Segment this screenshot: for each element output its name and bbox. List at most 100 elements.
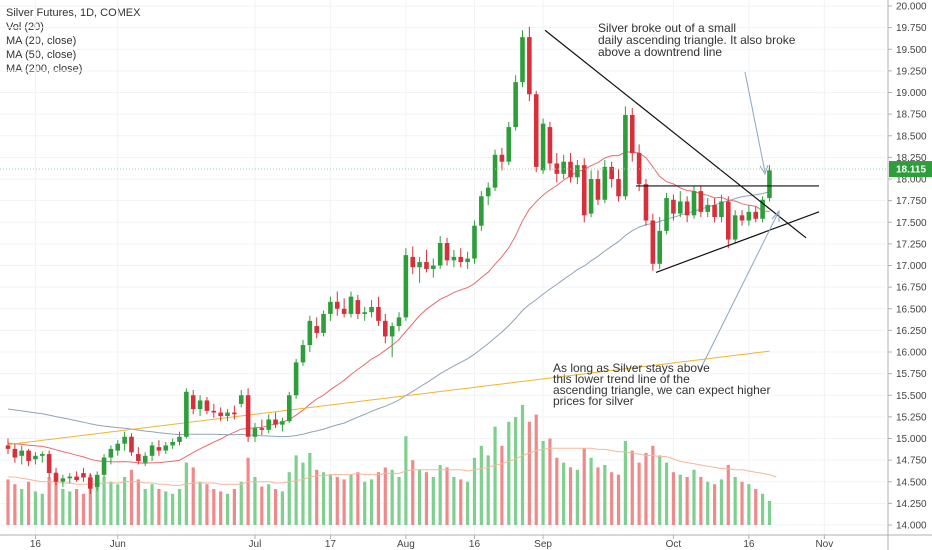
candle-body	[355, 300, 361, 314]
candle-body	[547, 127, 553, 164]
candle-body	[74, 476, 79, 481]
volume-bar	[616, 474, 621, 525]
volume-bar	[493, 426, 497, 525]
volume-bar	[610, 472, 614, 525]
annotation-line: As long as Silver stays above	[553, 361, 710, 375]
annotation-line: daily ascending triangle. It also broke	[598, 33, 796, 47]
volume-bar	[33, 491, 38, 525]
volume-bar	[445, 467, 449, 525]
candle-body	[671, 199, 676, 214]
volume-bar	[658, 455, 662, 525]
candle-body	[712, 204, 717, 218]
volume-bar	[740, 481, 744, 525]
candle-body	[280, 421, 285, 425]
volume-bar	[555, 457, 559, 525]
candle-body	[753, 211, 759, 219]
volume-bar	[280, 491, 284, 525]
annotation-line: this lower trend line of the	[553, 372, 690, 386]
candle-body	[184, 391, 189, 437]
candle-body	[760, 199, 765, 219]
candle-body	[341, 308, 347, 314]
volume-bar	[548, 438, 552, 525]
volume-bar	[26, 481, 31, 525]
volume-bar	[136, 479, 140, 525]
candle-body	[581, 165, 587, 216]
volume-bar	[294, 455, 298, 525]
arrow-line-2	[699, 212, 779, 371]
candle-body	[492, 154, 498, 188]
candle-body	[431, 265, 436, 269]
volume-bar	[452, 477, 456, 525]
candle-body	[726, 201, 731, 240]
candle-body	[40, 454, 45, 456]
candle-body	[197, 400, 203, 410]
volume-bar	[706, 481, 710, 525]
volume-ma	[8, 447, 777, 486]
volume-bar	[685, 477, 689, 525]
volume-bar	[644, 453, 648, 525]
volume-bar	[315, 469, 319, 525]
annotation-line: Silver broke out of a small	[598, 21, 736, 35]
trend-lines	[544, 29, 820, 371]
volume-bar	[466, 481, 470, 525]
y-tick-label: 17.500	[896, 218, 927, 229]
candle-body	[664, 198, 669, 231]
x-tick-label: Oct	[666, 539, 682, 550]
candle-body	[81, 473, 86, 478]
candle-body	[218, 412, 223, 417]
candle-body	[293, 362, 299, 396]
volume-bar	[225, 493, 230, 525]
candle-body	[26, 450, 31, 461]
volume-bar	[184, 462, 188, 525]
volume-bar	[630, 450, 634, 525]
support-trend-line	[655, 211, 820, 273]
volume-bar	[171, 493, 175, 525]
volume-bar	[761, 493, 765, 525]
candle-body	[732, 215, 738, 240]
volume-bar	[726, 465, 730, 525]
volume-bar	[40, 493, 44, 525]
chart-title: Silver Futures, 1D, COMEX	[6, 7, 141, 19]
candle-body	[417, 262, 422, 268]
y-tick-label: 15.500	[896, 391, 927, 402]
candle-body	[369, 307, 374, 313]
ma50-line	[7, 191, 770, 438]
volume-bar	[527, 421, 531, 525]
volume-bar	[390, 469, 394, 525]
candle-body	[629, 114, 635, 154]
candle-body	[506, 127, 512, 162]
volume-bar	[651, 445, 655, 525]
volume-bar	[232, 489, 236, 525]
volume-bar	[308, 453, 312, 525]
y-tick-label: 15.750	[896, 369, 927, 380]
volume-bar	[733, 477, 737, 525]
volume-bar	[754, 489, 758, 525]
x-tick-label: 16	[743, 539, 755, 550]
volume-bar	[301, 462, 305, 525]
candle-body	[499, 154, 505, 162]
volume-bar	[479, 445, 483, 525]
volume-bar	[637, 462, 641, 525]
candle-body	[739, 215, 745, 221]
volume-bar	[54, 472, 58, 525]
candle-body	[746, 211, 752, 221]
volume-bar	[287, 472, 291, 525]
candle-body	[540, 123, 546, 171]
volume-bar	[129, 469, 134, 525]
candle-body	[677, 201, 683, 214]
candle-body	[245, 395, 251, 437]
candle-body	[533, 94, 539, 167]
volume-bar	[534, 414, 538, 525]
candle-body	[479, 196, 484, 226]
volume-bar	[596, 467, 600, 525]
volume-bar	[219, 491, 223, 525]
volume-bar	[582, 448, 586, 525]
y-tick-label: 19.750	[896, 23, 927, 34]
volume-ma-line	[8, 447, 777, 486]
candle-body	[705, 204, 711, 212]
volume-bars	[6, 405, 772, 525]
candle-body	[376, 307, 381, 321]
candle-body	[698, 191, 704, 212]
